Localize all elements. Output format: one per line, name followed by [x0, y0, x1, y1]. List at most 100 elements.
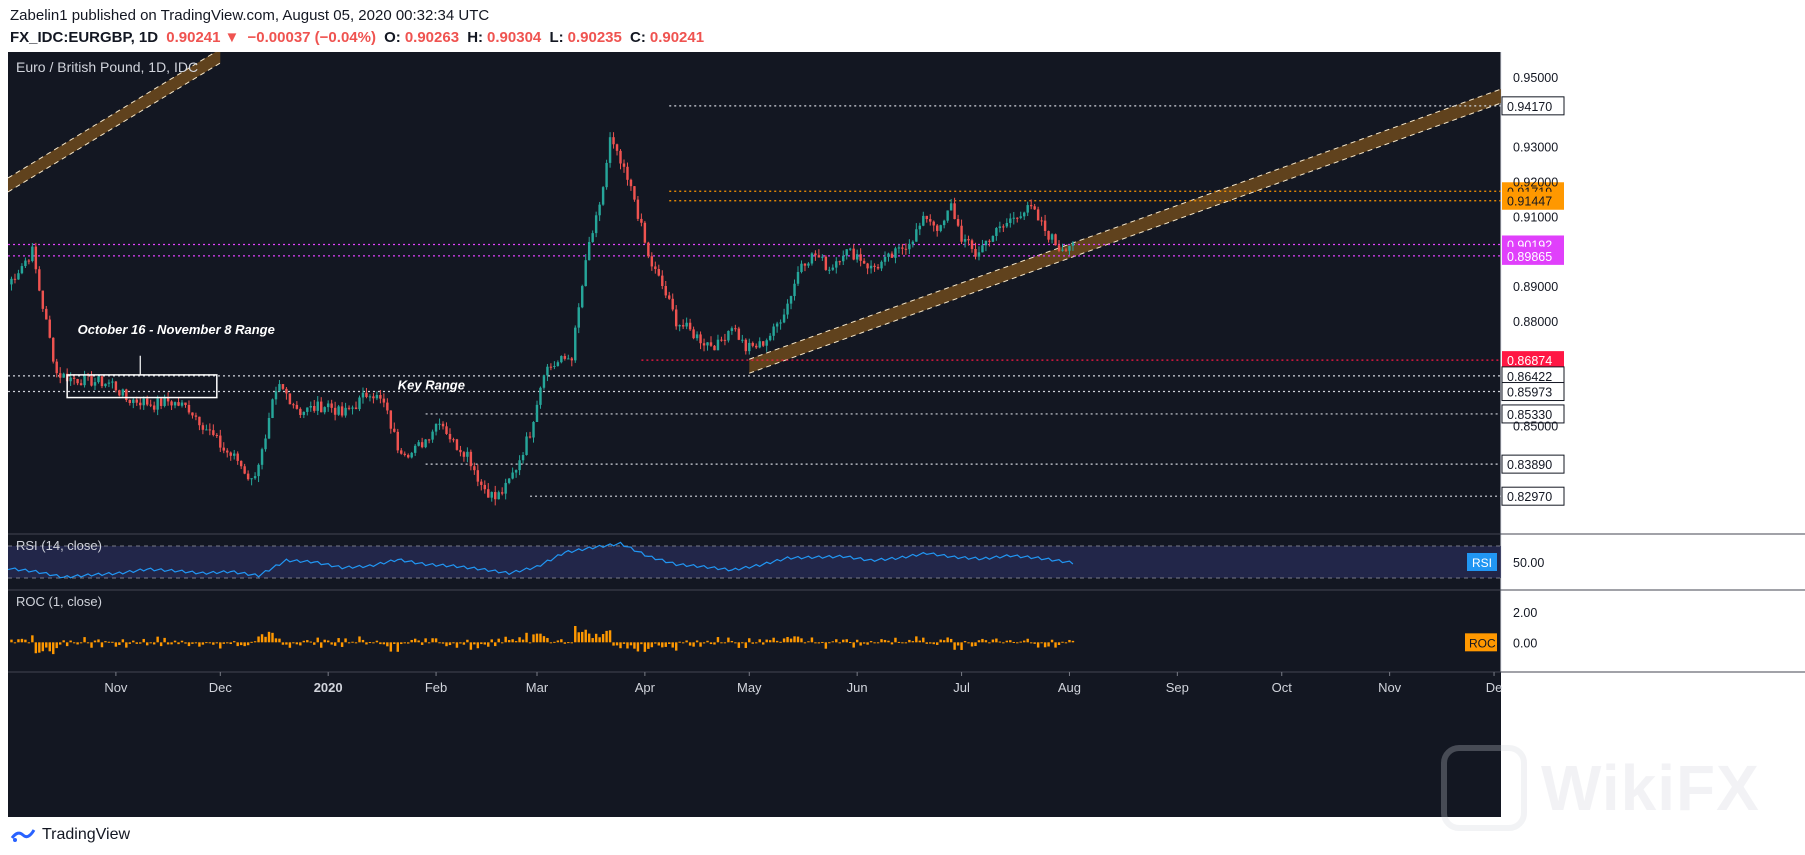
roc-bar [587, 633, 591, 643]
candle [1009, 218, 1012, 223]
roc-bar [379, 642, 382, 645]
roc-bar [640, 642, 643, 645]
candle [706, 342, 709, 346]
roc-bar [243, 642, 246, 647]
candle [400, 450, 403, 454]
roc-bar [278, 638, 281, 643]
candle [97, 376, 100, 383]
candle [664, 286, 667, 296]
roc-bar [365, 642, 368, 645]
roc-bar [219, 642, 222, 649]
last-price: 0.90241 [166, 29, 221, 46]
candle [187, 404, 191, 413]
candle [424, 439, 427, 448]
candle [727, 330, 730, 341]
roc-bar [800, 638, 803, 643]
candle [761, 341, 765, 346]
roc-bar [382, 642, 386, 645]
roc-bar [469, 642, 473, 650]
roc-bar [434, 638, 438, 643]
candle [605, 162, 608, 188]
candle [236, 453, 239, 461]
candle [184, 402, 187, 405]
roc-bar [890, 642, 894, 645]
candle [615, 144, 619, 151]
candle [441, 423, 445, 427]
roc-bar [455, 642, 459, 648]
candle [633, 186, 636, 200]
level-tag [1501, 96, 1565, 116]
chart-area[interactable]: 0.941700.917190.914470.901920.898650.868… [8, 52, 1805, 817]
symbol-name[interactable]: FX_IDC:EURGBP, 1D [10, 29, 159, 46]
candle [911, 241, 915, 245]
roc-bar [789, 638, 793, 643]
roc-bar [744, 642, 748, 648]
range-box [66, 374, 218, 399]
candle [100, 376, 104, 387]
roc-bar [842, 639, 845, 643]
roc-bar [848, 642, 852, 644]
candle [309, 405, 312, 408]
roc-bar [375, 640, 379, 643]
roc-bar [1005, 640, 1009, 643]
time-tick-label: May [737, 680, 762, 695]
candle [695, 334, 699, 339]
candle [417, 442, 420, 446]
roc-bar [104, 641, 107, 643]
candle [152, 405, 156, 410]
level-tag [1502, 351, 1564, 370]
roc-bar [577, 632, 580, 643]
candle [657, 269, 661, 276]
candle [786, 303, 789, 315]
candle [448, 433, 452, 440]
roc-bar [521, 639, 525, 643]
roc-bar [897, 641, 901, 643]
candle [72, 377, 76, 379]
candle [525, 436, 528, 455]
roc-bar [473, 642, 476, 645]
chart-svg[interactable]: 0.941700.917190.914470.901920.898650.868… [8, 52, 1805, 817]
roc-bar [316, 637, 319, 643]
candle [1002, 226, 1005, 228]
candle [295, 404, 299, 409]
roc-bar [553, 641, 556, 643]
candle [546, 366, 549, 376]
candle [734, 328, 737, 330]
candle [828, 269, 831, 271]
roc-bar [723, 642, 727, 644]
roc-bar [894, 637, 897, 643]
candle [302, 411, 306, 415]
roc-bar [699, 642, 702, 647]
candle [744, 339, 748, 352]
roc-bar [152, 642, 156, 645]
roc-bar [1036, 642, 1040, 648]
roc-bar [929, 642, 932, 644]
time-tick-label: Mar [526, 680, 549, 695]
trend-channel-fill [749, 89, 1501, 374]
roc-bar [403, 642, 406, 644]
candle [500, 492, 504, 494]
roc-bar [132, 640, 135, 643]
candle [459, 449, 462, 453]
candle [24, 260, 27, 267]
candle [835, 261, 838, 268]
roc-bar [396, 642, 399, 652]
candle [386, 402, 389, 411]
candle [326, 403, 330, 408]
roc-bar [72, 642, 76, 644]
roc-bar [664, 642, 667, 647]
roc-bar [581, 631, 584, 643]
roc-bar [647, 642, 650, 649]
candle [817, 255, 821, 258]
time-tick-label: Jun [847, 680, 868, 695]
candle [118, 390, 121, 396]
candle [1040, 220, 1043, 222]
candle [17, 273, 20, 280]
candle [709, 342, 713, 346]
candle [640, 218, 643, 223]
candle [953, 203, 956, 220]
candle [285, 388, 288, 394]
level-tag-label: 0.85973 [1507, 386, 1552, 400]
level-tag-label: 0.83890 [1507, 458, 1552, 472]
roc-bar [476, 642, 480, 649]
